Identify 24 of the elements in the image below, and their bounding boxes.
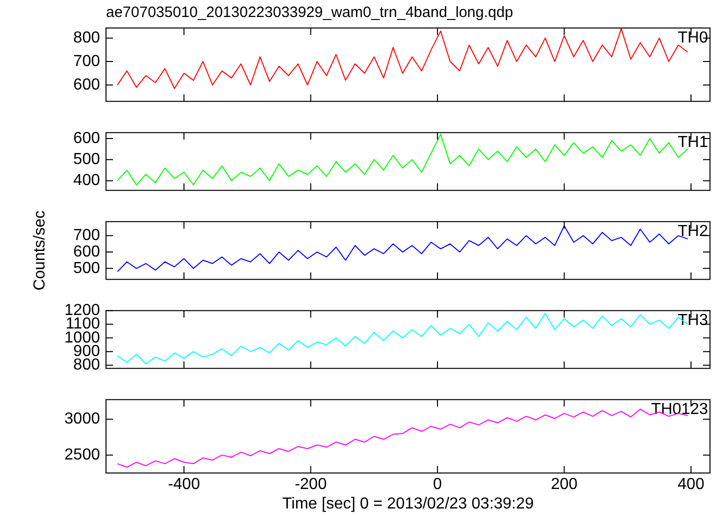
y-tick-label: 800	[73, 356, 100, 374]
series-label: TH0	[678, 29, 708, 46]
x-tick-label: 400	[678, 476, 704, 494]
y-tick-label: 3000	[64, 410, 100, 428]
y-tick-label: 700	[73, 52, 100, 70]
y-tick-label: 800	[73, 29, 100, 46]
y-tick-label: 600	[73, 76, 100, 94]
y-axis-title: Counts/sec	[31, 210, 48, 291]
series-label: TH2	[678, 223, 708, 240]
chart-title: ae707035010_20130223033929_wam0_trn_4band_long.qdp	[106, 4, 514, 22]
x-tick-label: -200	[294, 476, 327, 494]
series-label: TH1	[678, 134, 708, 152]
x-tick-label: 0	[433, 476, 442, 494]
y-tick-label: 500	[73, 260, 100, 277]
y-tick-label: 600	[73, 130, 100, 147]
x-axis-title: Time [sec] 0 = 2013/02/23 03:39:29	[282, 495, 534, 512]
y-tick-label: 2500	[64, 446, 100, 464]
x-tick-label: 200	[550, 476, 578, 494]
y-tick-label: 600	[73, 243, 100, 260]
series-label: TH0123	[651, 401, 708, 418]
x-tick-label: -400	[168, 476, 200, 494]
y-tick-label: 400	[73, 172, 100, 190]
y-tick-label: 700	[73, 227, 100, 244]
y-tick-label: 500	[73, 151, 100, 168]
